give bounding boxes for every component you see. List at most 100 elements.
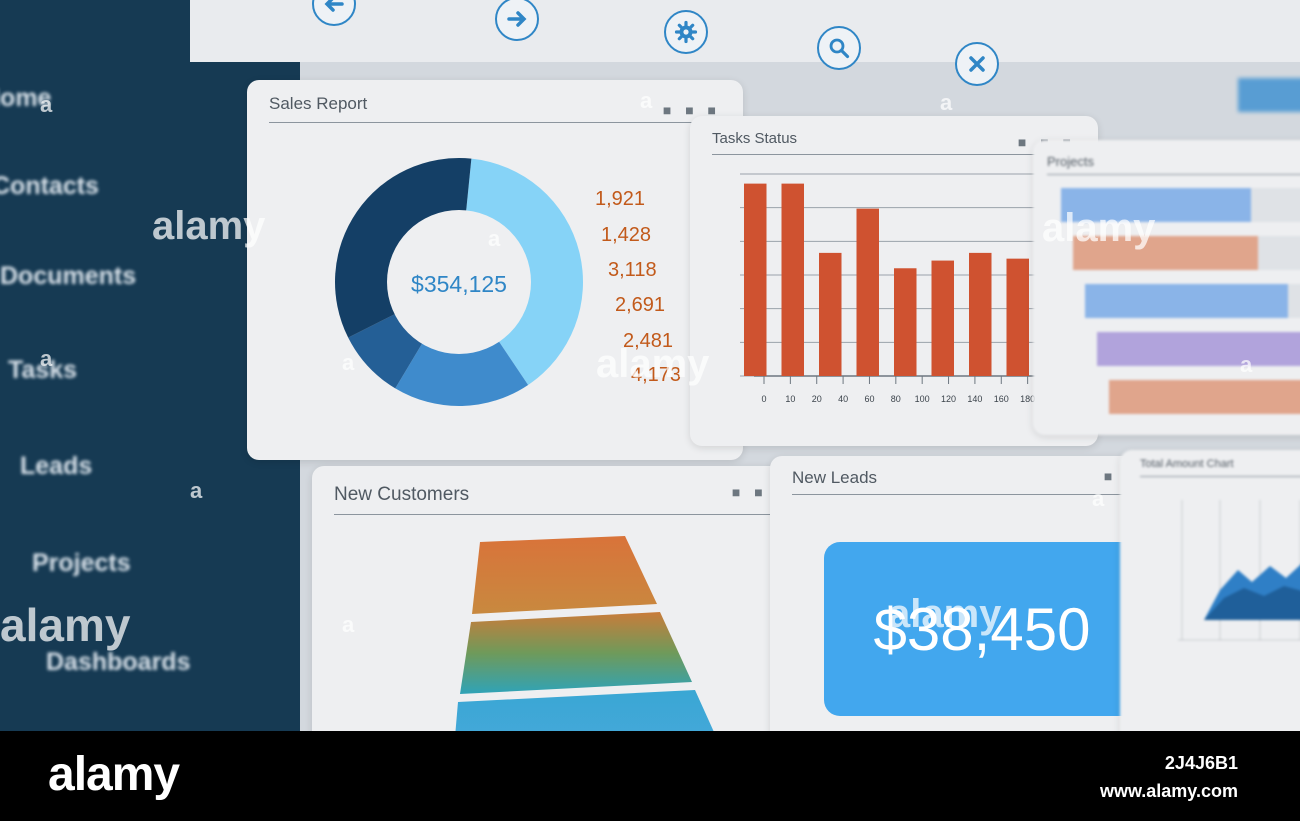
watermark-mark: a <box>1240 352 1253 377</box>
card-menu-button[interactable]: ■ ■ ■ <box>662 102 721 118</box>
divider <box>712 154 1076 155</box>
watermark-text: alamy <box>152 204 266 248</box>
sidebar-item-home[interactable]: Home <box>0 84 52 112</box>
sales-value: 1,921 <box>595 188 646 210</box>
sidebar-item-leads[interactable]: Leads <box>20 452 93 480</box>
sales-report-card: Sales Report ■ ■ ■ $354,125 1,921 1,428 … <box>247 80 743 460</box>
toolbar-indicator <box>1238 78 1300 112</box>
card-title: Sales Report <box>269 94 368 113</box>
total-amount-card: Total Amount Chart <box>1120 450 1300 731</box>
image-id: 2J4J6B1 <box>1164 753 1238 773</box>
sales-value: 2,481 <box>623 330 674 352</box>
x-tick-label: 80 <box>891 394 901 404</box>
watermark-text: alamy <box>1042 206 1156 250</box>
settings-button[interactable] <box>664 10 708 54</box>
watermark-text: alamy <box>0 599 131 651</box>
funnel-stage <box>472 536 657 614</box>
project-bar-track <box>1097 332 1300 366</box>
sales-value: 3,118 <box>608 259 657 281</box>
close-button[interactable] <box>955 42 999 86</box>
donut-chart: $354,125 <box>335 158 583 406</box>
gear-icon <box>674 20 698 44</box>
x-tick-label: 120 <box>941 394 956 404</box>
task-bar <box>931 260 954 376</box>
x-tick-label: 40 <box>838 394 848 404</box>
sidebar-item-dashboards[interactable]: Dashboards <box>46 648 191 676</box>
card-title: New Leads <box>792 468 878 487</box>
footer-bar: alamy 2J4J6B1 www.alamy.com <box>0 731 1300 821</box>
area-chart <box>1178 500 1300 641</box>
watermark-mark: a <box>40 92 53 117</box>
sales-value: 1,428 <box>601 224 652 246</box>
x-tick-label: 60 <box>864 394 874 404</box>
task-bar <box>819 252 842 376</box>
card-title: Tasks Status <box>712 130 798 147</box>
project-bar-track <box>1073 236 1300 270</box>
card-title: Total Amount Chart <box>1140 458 1234 470</box>
tasks-bar-chart: 01020406080100120140160180200 <box>740 173 1062 404</box>
watermark-mark: a <box>190 478 203 503</box>
funnel-stage <box>460 612 692 694</box>
leads-value: $38,450 <box>873 595 1091 663</box>
x-tick-label: 140 <box>967 394 982 404</box>
divider <box>792 494 1162 495</box>
x-tick-label: 100 <box>915 394 930 404</box>
watermark-mark: a <box>40 346 53 371</box>
site-url: www.alamy.com <box>1099 781 1238 801</box>
project-bar-track <box>1061 188 1300 222</box>
dashboard-screen: Home Contacts Documents Tasks Leads Proj… <box>0 0 1300 731</box>
toolbar <box>190 0 1300 62</box>
watermark-mark: a <box>940 90 953 115</box>
donut-hole <box>387 210 531 354</box>
divider <box>269 122 721 123</box>
sidebar-item-contacts[interactable]: Contacts <box>0 172 99 200</box>
project-bar <box>1109 380 1300 414</box>
sales-value: 4,173 <box>631 364 682 386</box>
watermark-text: alamy <box>888 592 1002 636</box>
sidebar-item-tasks[interactable]: Tasks <box>8 356 78 384</box>
task-bar <box>744 183 767 376</box>
task-bar <box>894 268 917 376</box>
arrow-right-icon <box>507 11 527 27</box>
donut-center-value: $354,125 <box>411 271 507 297</box>
project-bar-track <box>1109 380 1300 414</box>
footer-logo: alamy <box>48 748 180 801</box>
funnel-stage <box>455 690 714 731</box>
watermark-mark: a <box>640 88 653 113</box>
x-tick-label: 180 <box>1020 394 1035 404</box>
forward-button[interactable] <box>495 0 539 41</box>
tasks-status-card: Tasks Status ■ ■ ■ 010204060801001201401… <box>690 116 1098 446</box>
card-title: Projects <box>1047 154 1094 169</box>
project-bar <box>1061 188 1251 222</box>
search-button[interactable] <box>817 26 861 70</box>
sidebar-item-documents[interactable]: Documents <box>0 262 137 290</box>
task-bar <box>969 252 992 376</box>
watermark-mark: a <box>1092 486 1105 511</box>
task-bar <box>781 183 804 376</box>
sales-value: 2,691 <box>615 294 666 316</box>
leads-value-tile: $38,450 <box>824 542 1140 716</box>
x-tick-label: 10 <box>785 394 795 404</box>
watermark-text: alamy <box>596 342 710 386</box>
project-bar <box>1085 284 1288 318</box>
watermark-mark: a <box>488 226 501 251</box>
project-bar <box>1097 332 1300 366</box>
projects-bar-chart <box>1033 140 1300 435</box>
task-bar <box>856 208 879 376</box>
x-tick-label: 20 <box>812 394 822 404</box>
divider <box>1047 174 1300 175</box>
divider <box>1140 476 1300 477</box>
project-bar <box>1073 236 1258 270</box>
x-tick-label: 0 <box>761 394 766 404</box>
card-title: New Customers <box>334 484 470 505</box>
watermark-mark: a <box>342 612 355 637</box>
projects-card: Projects <box>1033 140 1300 435</box>
project-bar-track <box>1085 284 1300 318</box>
task-bar <box>1006 258 1029 376</box>
search-icon <box>829 38 850 59</box>
funnel-chart <box>455 536 714 731</box>
sidebar-item-projects[interactable]: Projects <box>32 549 131 577</box>
x-tick-label: 160 <box>994 394 1009 404</box>
close-icon <box>969 56 985 72</box>
new-customers-card: New Customers ■ ■ ■ <box>312 466 812 731</box>
